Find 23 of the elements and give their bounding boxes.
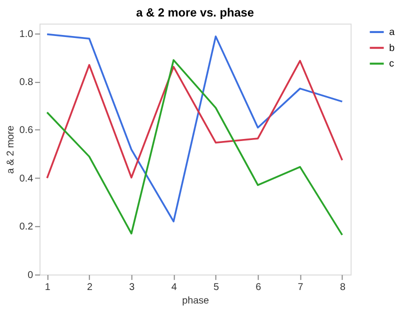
x-axis-title: phase [182, 296, 210, 307]
y-axis-title: a & 2 more [5, 124, 16, 174]
x-tick-label: 7 [298, 282, 304, 293]
y-tick-label: 0.6 [19, 125, 34, 136]
chart-title: a & 2 more vs. phase [136, 6, 254, 20]
legend-label: b [389, 42, 396, 54]
legend-label: c [389, 58, 394, 70]
line-series [46, 33, 344, 222]
x-tick-label: 3 [129, 282, 136, 293]
y-tick-label: 1.0 [19, 28, 34, 40]
y-tick-label: 0.2 [19, 222, 34, 233]
x-tick-label: 5 [213, 282, 220, 293]
x-tick-label: 8 [340, 282, 346, 293]
line-series [46, 59, 344, 236]
x-tick-label: 4 [171, 282, 178, 293]
y-tick-label: 0.4 [19, 173, 34, 184]
legend-label: a [389, 27, 396, 38]
line-series [46, 60, 344, 179]
y-tick-label: 0 [28, 270, 34, 281]
x-tick-label: 2 [87, 282, 92, 293]
y-tick-label: 0.8 [19, 77, 34, 88]
x-tick-label: 6 [256, 282, 262, 293]
x-tick-label: 1 [44, 282, 50, 293]
